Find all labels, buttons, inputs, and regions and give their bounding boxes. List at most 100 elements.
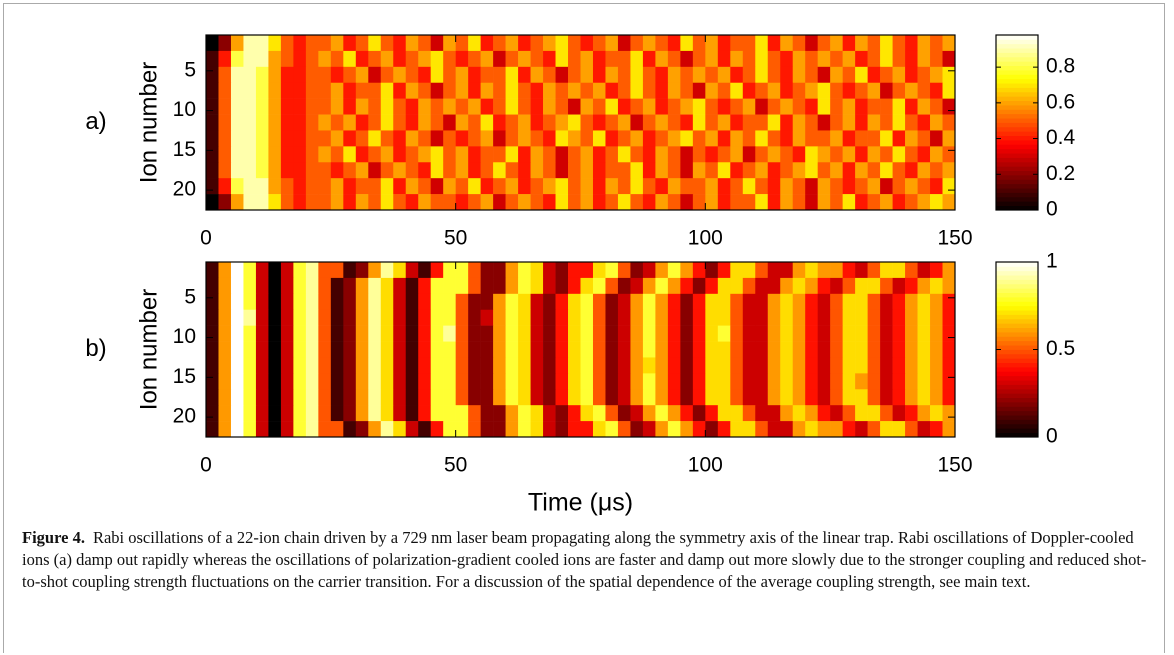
heatmap-cell bbox=[405, 98, 419, 115]
colorbar-swatch bbox=[996, 406, 1038, 412]
heatmap-cell bbox=[468, 35, 481, 52]
heatmap-cell bbox=[206, 389, 219, 406]
heatmap-cell bbox=[817, 35, 831, 52]
heatmap-cell bbox=[642, 35, 656, 52]
heatmap-cell bbox=[817, 389, 831, 406]
heatmap-cell bbox=[330, 309, 344, 326]
heatmap-cell bbox=[393, 98, 407, 115]
heatmap-cell bbox=[380, 421, 394, 438]
heatmap-cell bbox=[655, 114, 669, 131]
heatmap-cell bbox=[343, 130, 357, 147]
heatmap-cell bbox=[505, 277, 519, 295]
heatmap-cell bbox=[305, 98, 319, 115]
colorbar-swatch bbox=[996, 279, 1038, 285]
heatmap-cell bbox=[892, 50, 906, 68]
heatmap-cell bbox=[942, 146, 956, 163]
heatmap-cell bbox=[755, 277, 769, 295]
heatmap-cell bbox=[667, 50, 681, 68]
heatmap-cell bbox=[667, 373, 681, 390]
caption-text: Rabi oscillations of a 22-ion chain driv… bbox=[22, 528, 1147, 591]
heatmap-cell bbox=[293, 277, 307, 295]
heatmap-cell bbox=[230, 421, 244, 438]
heatmap-cell bbox=[842, 341, 856, 358]
heatmap-cell bbox=[280, 98, 294, 115]
colorbar-swatch bbox=[996, 131, 1038, 137]
heatmap-cell bbox=[680, 373, 694, 390]
colorbar-swatch bbox=[996, 270, 1038, 276]
heatmap-cell bbox=[580, 309, 594, 326]
colorbar-swatch bbox=[996, 201, 1038, 207]
heatmap-cell bbox=[742, 421, 756, 438]
heatmap-cell bbox=[343, 82, 357, 99]
heatmap-cell bbox=[355, 357, 369, 374]
heatmap-cell bbox=[280, 373, 294, 390]
heatmap-cell bbox=[243, 341, 257, 358]
heatmap-cell bbox=[393, 405, 407, 422]
heatmap-cell bbox=[505, 325, 519, 342]
heatmap-cell bbox=[380, 405, 394, 422]
heatmap-cell bbox=[867, 82, 881, 99]
heatmap-cell bbox=[942, 341, 956, 358]
heatmap-cell bbox=[368, 293, 382, 311]
heatmap-cell bbox=[905, 341, 918, 358]
heatmap-cell bbox=[692, 325, 706, 342]
colorbar-swatch bbox=[996, 353, 1038, 359]
x-axis-label: Time (μs) bbox=[528, 489, 633, 517]
heatmap-cell bbox=[405, 262, 419, 279]
heatmap-cell bbox=[405, 130, 419, 147]
heatmap-cell bbox=[842, 66, 856, 84]
heatmap-cell bbox=[917, 114, 931, 131]
heatmap-cell bbox=[255, 262, 269, 279]
heatmap-cell bbox=[443, 357, 456, 374]
colorbar-swatch bbox=[996, 292, 1038, 298]
panel-label: b) bbox=[85, 335, 106, 362]
heatmap-cell bbox=[405, 389, 419, 406]
heatmap-cell bbox=[942, 405, 956, 422]
heatmap-cell bbox=[505, 309, 519, 326]
heatmap-cell bbox=[443, 146, 456, 163]
colorbar-swatch bbox=[996, 432, 1038, 438]
heatmap-cell bbox=[368, 178, 382, 195]
heatmap-cell bbox=[255, 50, 269, 68]
heatmap-cell bbox=[717, 389, 731, 406]
heatmap-cell bbox=[280, 114, 294, 131]
heatmap-cell bbox=[717, 194, 731, 211]
heatmap-cell bbox=[255, 98, 269, 115]
heatmap-cell bbox=[580, 277, 594, 295]
heatmap-cell bbox=[905, 130, 918, 147]
heatmap-cell bbox=[680, 341, 694, 358]
heatmap-cell bbox=[430, 35, 444, 52]
heatmap-cell bbox=[842, 146, 856, 163]
heatmap-cell bbox=[493, 50, 506, 68]
heatmap-cell bbox=[318, 341, 332, 358]
heatmap-cell bbox=[842, 35, 856, 52]
heatmap-cell bbox=[468, 98, 481, 115]
heatmap-cell bbox=[880, 373, 893, 390]
heatmap-cell bbox=[867, 146, 881, 163]
heatmap-cell bbox=[493, 309, 506, 326]
heatmap-cell bbox=[455, 130, 469, 147]
heatmap-cell bbox=[318, 293, 332, 311]
heatmap-cell bbox=[493, 162, 506, 179]
heatmap-cell bbox=[343, 421, 357, 438]
heatmap-cell bbox=[867, 405, 881, 422]
heatmap-cell bbox=[455, 98, 469, 115]
heatmap-cell bbox=[830, 66, 843, 84]
heatmap-cell bbox=[942, 421, 956, 438]
heatmap-cell bbox=[742, 82, 756, 99]
heatmap-cell bbox=[543, 66, 556, 84]
heatmap-cell bbox=[230, 262, 244, 279]
heatmap-cell bbox=[780, 373, 794, 390]
heatmap-cell bbox=[368, 82, 382, 99]
heatmap-cell bbox=[592, 389, 606, 406]
heatmap-cell bbox=[293, 162, 307, 179]
heatmap-cell bbox=[755, 66, 769, 84]
heatmap-cell bbox=[792, 114, 806, 131]
heatmap-cell bbox=[617, 162, 631, 179]
heatmap-cell bbox=[730, 50, 744, 68]
heatmap-cell bbox=[767, 66, 781, 84]
heatmap-cell bbox=[405, 50, 419, 68]
heatmap-cell bbox=[742, 178, 756, 195]
heatmap-cell bbox=[405, 194, 419, 211]
